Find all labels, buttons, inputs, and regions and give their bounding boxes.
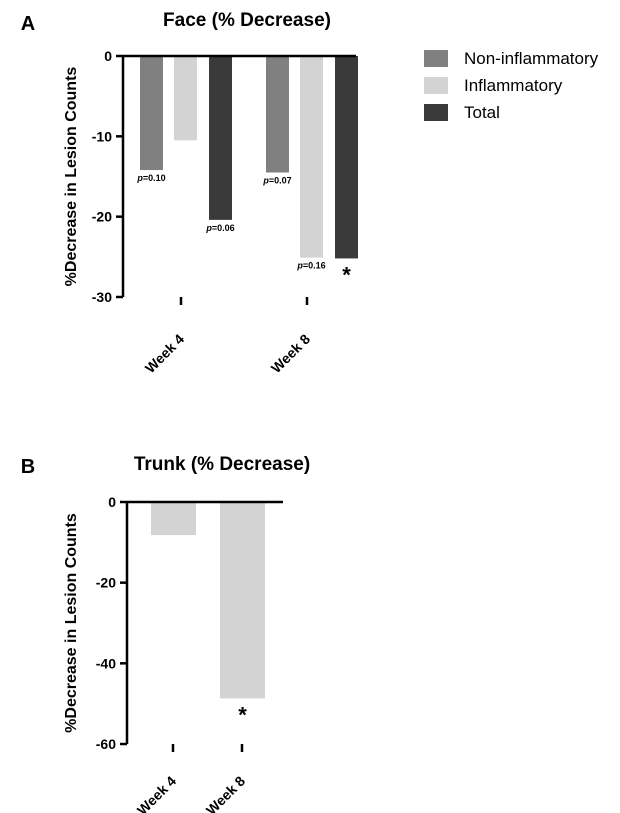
x-tick-label: Week 4 (142, 331, 187, 376)
y-tick-label: -60 (96, 736, 116, 752)
p-symbol: p (296, 261, 303, 271)
chart-title: Trunk (% Decrease) (134, 454, 310, 475)
bar-non-inflammatory-week-4 (140, 56, 163, 171)
y-tick-label: 0 (104, 48, 112, 64)
y-tick-label: -10 (92, 128, 112, 144)
x-tick-label: Week 8 (203, 773, 248, 813)
x-tick-label: Week 8 (268, 331, 313, 376)
p-value-label: p=0.06 (205, 223, 234, 233)
y-tick-label: -20 (96, 575, 116, 591)
p-value-label: p=0.16 (296, 261, 325, 271)
bar-total-week-4 (209, 56, 232, 220)
p-value: =0.07 (269, 175, 292, 185)
legend-label: Inflammatory (464, 76, 563, 95)
panel-label: B (21, 456, 35, 478)
bar-inflammatory-week-4 (174, 56, 197, 141)
panel-label: A (21, 13, 35, 35)
legend-label: Non-inflammatory (464, 49, 599, 68)
y-axis-label: %Decrease in Lesion Counts (63, 513, 80, 733)
significance-star: * (342, 262, 351, 287)
bar-total-week-8 (335, 56, 358, 259)
bar-inflammatory-week-8 (300, 56, 323, 258)
p-value: =0.06 (212, 223, 235, 233)
p-value-label: p=0.10 (136, 173, 165, 183)
p-symbol: p (205, 223, 212, 233)
bar-inflammatory-week-4 (151, 502, 196, 536)
legend-swatch (424, 77, 448, 94)
y-tick-label: -30 (92, 289, 112, 305)
p-value: =0.10 (143, 173, 166, 183)
p-value: =0.16 (303, 261, 326, 271)
bar-inflammatory-week-8 (220, 502, 265, 699)
y-tick-label: 0 (108, 494, 116, 510)
p-value-label: p=0.07 (262, 175, 291, 185)
p-symbol: p (136, 173, 143, 183)
y-axis-label: %Decrease in Lesion Counts (63, 67, 80, 287)
p-symbol: p (262, 175, 269, 185)
legend-swatch (424, 50, 448, 67)
y-tick-label: -40 (96, 655, 116, 671)
significance-star: * (238, 702, 247, 727)
x-tick-label: Week 4 (134, 773, 179, 813)
legend-label: Total (464, 103, 500, 122)
chart-title: Face (% Decrease) (163, 10, 331, 31)
y-tick-label: -20 (92, 209, 112, 225)
legend-swatch (424, 104, 448, 121)
bar-non-inflammatory-week-8 (266, 56, 289, 173)
